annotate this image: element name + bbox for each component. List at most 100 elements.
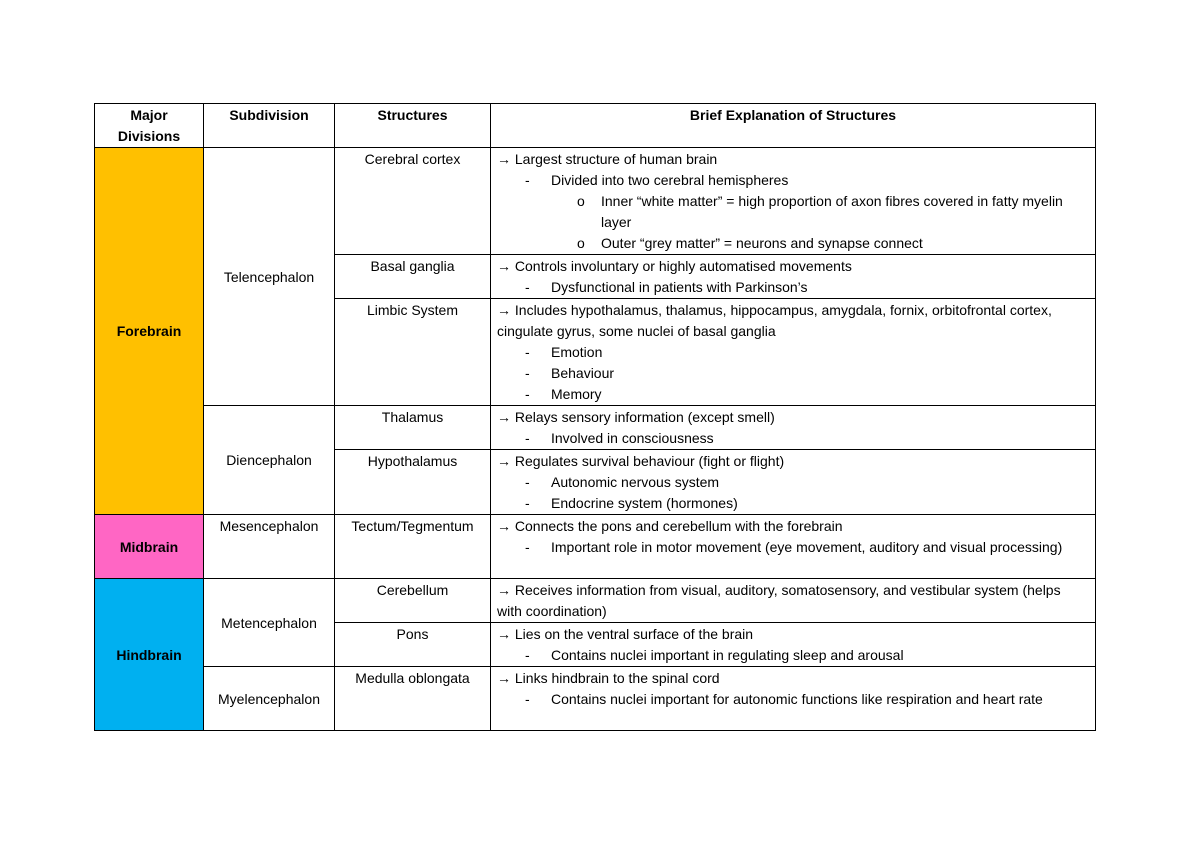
explanation-line: - Endocrine system (hormones) xyxy=(497,493,1089,514)
subdivision-cell: Mesencephalon xyxy=(203,514,335,579)
header-explanation: Brief Explanation of Structures xyxy=(490,103,1096,148)
explanation-line: → Connects the pons and cerebellum with … xyxy=(497,516,1089,537)
explanation-line: o Inner “white matter” = high proportion … xyxy=(497,191,1089,233)
table-row: Basal ganglia → Controls involuntary or h… xyxy=(95,254,1096,299)
explanation-line: - Emotion xyxy=(497,342,1089,363)
explanation-line: → Largest structure of human brain xyxy=(497,149,1089,170)
dash-bullet-icon: - xyxy=(525,279,530,295)
explanation-text: Important role in motor movement (eye mo… xyxy=(551,539,1063,555)
table-row: Diencephalon Thalamus → Relays sensory inf… xyxy=(95,405,1096,515)
explanation-line: o Outer “grey matter” = neurons and synap… xyxy=(497,233,1089,254)
dash-bullet-icon: - xyxy=(525,344,530,360)
arrow-bullet-icon: → xyxy=(497,302,511,318)
explanation-line: - Contains nuclei important for autonomic… xyxy=(497,689,1089,710)
brain-divisions-table: Major Divisions Subdivision Structures B… xyxy=(94,103,1096,731)
explanation-line: - Divided into two cerebral hemispheres xyxy=(497,170,1089,191)
subdivision-cell: Telencephalon xyxy=(203,147,335,406)
dash-bullet-icon: - xyxy=(525,691,530,707)
header-structures: Structures xyxy=(334,103,491,148)
explanation-text: Autonomic nervous system xyxy=(551,474,720,490)
explanation-line: - Important role in motor movement (eye m… xyxy=(497,537,1089,558)
header-row: Major Divisions Subdivision Structures B… xyxy=(94,103,1096,148)
explanation-line: - Dysfunctional in patients with Parkinso… xyxy=(497,277,1089,298)
structure-cell: Medulla oblongata xyxy=(334,666,491,731)
structure-cell: Cerebral cortex xyxy=(334,147,491,255)
explanation-text: Controls involuntary or highly automatis… xyxy=(514,258,852,274)
major-division-midbrain: Midbrain xyxy=(94,514,204,579)
explanation-cell: → Receives information from visual, audi… xyxy=(490,578,1096,623)
dash-bullet-icon: - xyxy=(525,386,530,402)
explanation-text: Involved in consciousness xyxy=(551,430,714,446)
arrow-bullet-icon: → xyxy=(497,626,511,642)
explanation-text: Endocrine system (hormones) xyxy=(551,495,738,511)
explanation-text: Outer “grey matter” = neurons and synaps… xyxy=(601,235,923,251)
explanation-cell: → Largest structure of human brain - Divid… xyxy=(490,147,1096,255)
subdivision-cell: Diencephalon xyxy=(203,405,335,515)
explanation-line: → Lies on the ventral surface of the bra… xyxy=(497,624,1089,645)
dash-bullet-icon: - xyxy=(525,474,530,490)
explanation-cell: → Lies on the ventral surface of the bra… xyxy=(490,622,1096,667)
explanation-text: Connects the pons and cerebellum with th… xyxy=(514,518,843,534)
arrow-bullet-icon: → xyxy=(497,582,511,598)
structure-cell: Basal ganglia xyxy=(334,254,491,299)
explanation-line: - Memory xyxy=(497,384,1089,405)
structure-cell: Hypothalamus xyxy=(334,449,491,515)
explanation-text: Memory xyxy=(551,386,602,402)
explanation-text: Dysfunctional in patients with Parkinson… xyxy=(551,279,808,295)
table-row: Myelencephalon Medulla oblongata → Links h… xyxy=(95,666,1096,731)
explanation-line: → Relays sensory information (except sme… xyxy=(497,407,1089,428)
dash-bullet-icon: - xyxy=(525,172,530,188)
dash-bullet-icon: - xyxy=(525,495,530,511)
arrow-bullet-icon: → xyxy=(497,453,511,469)
explanation-text: Inner “white matter” = high proportion o… xyxy=(601,193,1063,230)
subdivision-cell: Metencephalon xyxy=(203,578,335,667)
arrow-bullet-icon: → xyxy=(497,151,511,167)
table-row: Hypothalamus → Regulates survival behavio… xyxy=(95,449,1096,515)
arrow-bullet-icon: → xyxy=(497,409,511,425)
explanation-line: → Includes hypothalamus, thalamus, hippo… xyxy=(497,300,1089,342)
explanation-text: Receives information from visual, audito… xyxy=(497,582,1061,619)
explanation-cell: → Connects the pons and cerebellum with … xyxy=(490,514,1096,579)
explanation-text: Lies on the ventral surface of the brain xyxy=(514,626,754,642)
explanation-cell: → Links hindbrain to the spinal cord - Con… xyxy=(490,666,1096,731)
explanation-line: - Involved in consciousness xyxy=(497,428,1089,449)
arrow-bullet-icon: → xyxy=(497,518,511,534)
table-row: Limbic System → Includes hypothalamus, th… xyxy=(95,298,1096,406)
explanation-text: Contains nuclei important for autonomic … xyxy=(551,691,1043,707)
major-division-hindbrain: Hindbrain xyxy=(94,578,204,731)
table-row: Pons → Lies on the ventral surface of the… xyxy=(95,622,1096,667)
explanation-text: Largest structure of human brain xyxy=(514,151,718,167)
table-row: Midbrain Mesencephalon Tectum/Tegmentum → C… xyxy=(94,514,1096,579)
structure-cell: Limbic System xyxy=(334,298,491,406)
explanation-text: Regulates survival behaviour (fight or f… xyxy=(514,453,785,469)
explanation-cell: → Controls involuntary or highly automat… xyxy=(490,254,1096,299)
explanation-line: - Autonomic nervous system xyxy=(497,472,1089,493)
explanation-line: → Controls involuntary or highly automat… xyxy=(497,256,1089,277)
circle-bullet-icon: o xyxy=(577,235,585,251)
dash-bullet-icon: - xyxy=(525,430,530,446)
explanation-line: → Regulates survival behaviour (fight or… xyxy=(497,451,1089,472)
major-division-forebrain: Forebrain xyxy=(94,147,204,515)
explanation-line: → Receives information from visual, audi… xyxy=(497,580,1089,622)
explanation-cell: → Regulates survival behaviour (fight or… xyxy=(490,449,1096,515)
explanation-cell: → Relays sensory information (except sme… xyxy=(490,405,1096,450)
explanation-line: - Behaviour xyxy=(497,363,1089,384)
circle-bullet-icon: o xyxy=(577,193,585,209)
dash-bullet-icon: - xyxy=(525,647,530,663)
arrow-bullet-icon: → xyxy=(497,670,511,686)
structure-cell: Cerebellum xyxy=(334,578,491,623)
explanation-text: Includes hypothalamus, thalamus, hippoca… xyxy=(497,302,1052,339)
header-major-divisions: Major Divisions xyxy=(94,103,204,148)
explanation-text: Relays sensory information (except smell… xyxy=(514,409,775,425)
structure-cell: Tectum/Tegmentum xyxy=(334,514,491,579)
dash-bullet-icon: - xyxy=(525,365,530,381)
table-row: Forebrain Telencephalon Cerebral cortex → L… xyxy=(94,147,1096,515)
explanation-line: - Contains nuclei important in regulating… xyxy=(497,645,1089,666)
explanation-cell: → Includes hypothalamus, thalamus, hippo… xyxy=(490,298,1096,406)
subdivision-cell: Myelencephalon xyxy=(203,666,335,731)
arrow-bullet-icon: → xyxy=(497,258,511,274)
explanation-text: Divided into two cerebral hemispheres xyxy=(551,172,789,188)
structure-cell: Pons xyxy=(334,622,491,667)
dash-bullet-icon: - xyxy=(525,539,530,555)
